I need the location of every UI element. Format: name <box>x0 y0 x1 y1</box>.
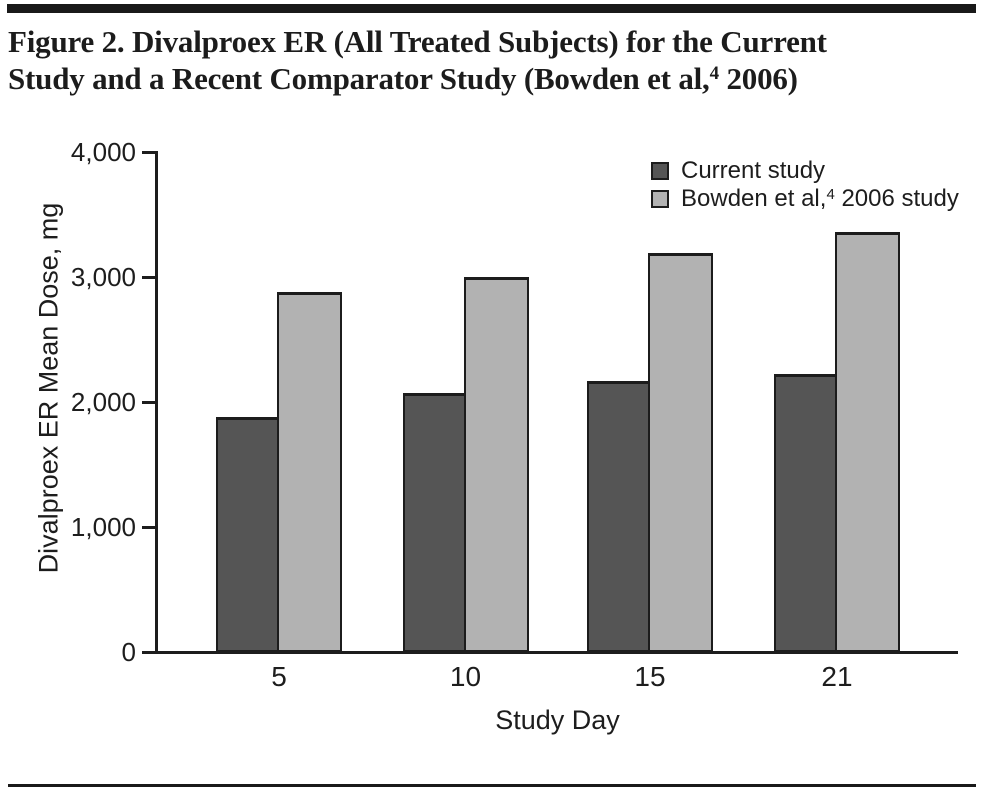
legend-label: Current study <box>681 157 826 184</box>
bar-bowden-2006-day-15 <box>648 253 713 652</box>
figure-title-line2-end: 2006) <box>718 61 798 96</box>
x-tick-label-day-10: 10 <box>449 661 482 692</box>
x-axis-title: Study Day <box>495 705 620 735</box>
legend-label: Bowden et al,4 2006 study <box>681 185 959 212</box>
y-tick-label: 4,000 <box>70 137 136 167</box>
figure-title-line2: Study and a Recent Comparator Study (Bow… <box>8 61 710 96</box>
y-tick-label: 3,000 <box>70 262 136 292</box>
x-tick-label-day-15: 15 <box>634 661 666 692</box>
bar-bowden-2006-day-5 <box>277 292 342 652</box>
bar-current-study-day-10 <box>402 393 466 652</box>
x-tick-label-day-5: 5 <box>271 661 287 692</box>
y-axis-tick <box>142 526 156 529</box>
y-axis-line <box>155 151 158 654</box>
y-axis-tick <box>142 151 156 154</box>
x-axis-line <box>142 651 958 654</box>
chart-legend: Current study Bowden et al,4 2006 study <box>651 158 959 212</box>
x-tick-label-day-21: 21 <box>821 661 853 692</box>
y-tick-label: 0 <box>121 637 136 667</box>
bar-bowden-2006-day-10 <box>463 277 529 652</box>
bar-current-study-day-15 <box>587 381 650 652</box>
bar-current-study-day-5 <box>216 417 279 652</box>
y-axis-tick <box>142 276 156 279</box>
legend-swatch-icon <box>651 162 669 180</box>
citation-superscript: 4 <box>826 186 835 203</box>
bar-bowden-2006-day-21 <box>835 232 900 652</box>
y-tick-label: 2,000 <box>70 387 136 417</box>
legend-item-current-study: Current study <box>651 158 959 184</box>
citation-superscript: 4 <box>709 63 720 84</box>
bottom-rule <box>8 784 976 787</box>
top-rule <box>7 4 976 13</box>
y-tick-label: 1,000 <box>70 512 136 542</box>
figure-title: Figure 2. Divalproex ER (All Treated Sub… <box>8 23 968 97</box>
bar-current-study-day-21 <box>774 374 837 652</box>
figure-title-line1: Figure 2. Divalproex ER (All Treated Sub… <box>8 24 827 59</box>
legend-swatch-icon <box>651 190 669 208</box>
y-axis-tick <box>142 401 156 404</box>
legend-item-bowden-2006: Bowden et al,4 2006 study <box>651 186 959 212</box>
